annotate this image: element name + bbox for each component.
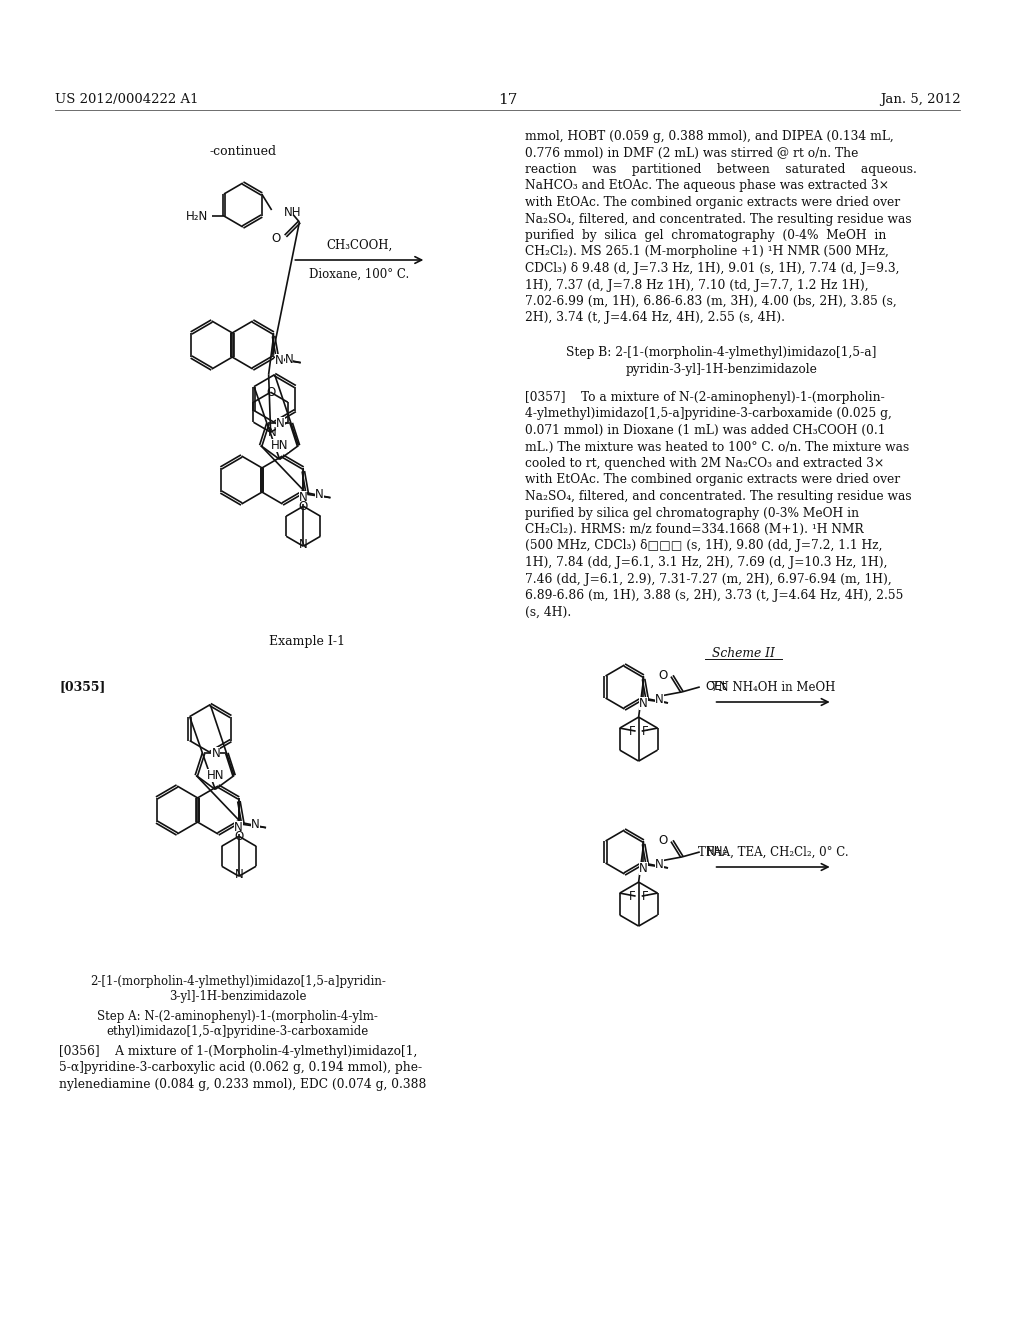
Text: 5-α]pyridine-3-carboxylic acid (0.062 g, 0.194 mmol), phe-: 5-α]pyridine-3-carboxylic acid (0.062 g,… — [59, 1061, 423, 1074]
Text: 0.776 mmol) in DMF (2 mL) was stirred @ rt o/n. The: 0.776 mmol) in DMF (2 mL) was stirred @ … — [525, 147, 859, 160]
Text: N: N — [268, 426, 276, 438]
Text: O: O — [658, 834, 668, 847]
Text: N: N — [212, 747, 220, 760]
Text: F: F — [642, 890, 648, 903]
Text: 0.071 mmol) in Dioxane (1 mL) was added CH₃COOH (0.1: 0.071 mmol) in Dioxane (1 mL) was added … — [525, 424, 886, 437]
Text: [0356]    A mixture of 1-(Morpholin-4-ylmethyl)imidazo[1,: [0356] A mixture of 1-(Morpholin-4-ylmet… — [59, 1045, 418, 1059]
Text: Scheme II: Scheme II — [712, 647, 775, 660]
Text: CH₃COOH,: CH₃COOH, — [327, 239, 392, 252]
Text: 7.46 (dd, J=6.1, 2.9), 7.31-7.27 (m, 2H), 6.97-6.94 (m, 1H),: 7.46 (dd, J=6.1, 2.9), 7.31-7.27 (m, 2H)… — [525, 573, 892, 586]
Text: purified by silica gel chromatography (0-3% MeOH in: purified by silica gel chromatography (0… — [525, 507, 859, 520]
Text: 17: 17 — [498, 92, 517, 107]
Text: CH₂Cl₂). MS 265.1 (M-morpholine +1) ¹H NMR (500 MHz,: CH₂Cl₂). MS 265.1 (M-morpholine +1) ¹H N… — [525, 246, 889, 259]
Text: N: N — [655, 693, 664, 706]
Text: N: N — [234, 867, 244, 880]
Text: NH₂: NH₂ — [706, 845, 728, 858]
Text: N: N — [639, 697, 648, 710]
Text: purified  by  silica  gel  chromatography  (0-4%  MeOH  in: purified by silica gel chromatography (0… — [525, 228, 887, 242]
Text: -continued: -continued — [209, 145, 276, 158]
Text: HN: HN — [271, 440, 289, 451]
Text: F: F — [642, 725, 648, 738]
Text: cooled to rt, quenched with 2M Na₂CO₃ and extracted 3×: cooled to rt, quenched with 2M Na₂CO₃ an… — [525, 457, 885, 470]
Text: 7.02-6.99 (m, 1H), 6.86-6.83 (m, 3H), 4.00 (bs, 2H), 3.85 (s,: 7.02-6.99 (m, 1H), 6.86-6.83 (m, 3H), 4.… — [525, 294, 897, 308]
Text: with EtOAc. The combined organic extracts were dried over: with EtOAc. The combined organic extract… — [525, 474, 900, 487]
Text: 3-yl]-1H-benzimidazole: 3-yl]-1H-benzimidazole — [169, 990, 306, 1003]
Text: 2H), 3.74 (t, J=4.64 Hz, 4H), 2.55 (s, 4H).: 2H), 3.74 (t, J=4.64 Hz, 4H), 2.55 (s, 4… — [525, 312, 785, 325]
Text: Na₂SO₄, filtered, and concentrated. The resulting residue was: Na₂SO₄, filtered, and concentrated. The … — [525, 490, 912, 503]
Text: reaction    was    partitioned    between    saturated    aqueous.: reaction was partitioned between saturat… — [525, 162, 918, 176]
Text: N: N — [251, 818, 260, 830]
Text: nylenediamine (0.084 g, 0.233 mmol), EDC (0.074 g, 0.388: nylenediamine (0.084 g, 0.233 mmol), EDC… — [59, 1078, 427, 1092]
Text: O: O — [266, 385, 275, 399]
Text: H₂N: H₂N — [185, 210, 208, 223]
Text: Step B: 2-[1-(morpholin-4-ylmethyl)imidazo[1,5-a]: Step B: 2-[1-(morpholin-4-ylmethyl)imida… — [566, 346, 877, 359]
Text: Example I-1: Example I-1 — [269, 635, 345, 648]
Text: N: N — [275, 417, 285, 430]
Text: (s, 4H).: (s, 4H). — [525, 606, 571, 619]
Text: Na₂SO₄, filtered, and concentrated. The resulting residue was: Na₂SO₄, filtered, and concentrated. The … — [525, 213, 912, 226]
Text: N: N — [299, 537, 307, 550]
Text: N: N — [639, 862, 648, 875]
Text: 1H), 7.37 (d, J=7.8 Hz 1H), 7.10 (td, J=7.7, 1.2 Hz 1H),: 1H), 7.37 (d, J=7.8 Hz 1H), 7.10 (td, J=… — [525, 279, 869, 292]
Text: N: N — [285, 352, 293, 366]
Text: US 2012/0004222 A1: US 2012/0004222 A1 — [54, 92, 198, 106]
Text: O: O — [234, 830, 244, 842]
Text: N: N — [655, 858, 664, 871]
Text: HN: HN — [207, 770, 224, 781]
Text: mmol, HOBT (0.059 g, 0.388 mmol), and DIPEA (0.134 mL,: mmol, HOBT (0.059 g, 0.388 mmol), and DI… — [525, 129, 894, 143]
Text: 7N NH₄OH in MeOH: 7N NH₄OH in MeOH — [711, 681, 836, 694]
Text: O: O — [299, 500, 308, 512]
Text: pyridin-3-yl]-1H-benzimidazole: pyridin-3-yl]-1H-benzimidazole — [626, 363, 817, 375]
Text: O: O — [658, 669, 668, 682]
Text: OEt: OEt — [706, 680, 727, 693]
Text: 2-[1-(morpholin-4-ylmethyl)imidazo[1,5-a]pyridin-: 2-[1-(morpholin-4-ylmethyl)imidazo[1,5-a… — [90, 975, 386, 987]
Text: Jan. 5, 2012: Jan. 5, 2012 — [880, 92, 961, 106]
Text: CH₂Cl₂). HRMS: m/z found=334.1668 (M+1). ¹H NMR: CH₂Cl₂). HRMS: m/z found=334.1668 (M+1).… — [525, 523, 864, 536]
Text: Step A: N-(2-aminophenyl)-1-(morpholin-4-ylm-: Step A: N-(2-aminophenyl)-1-(morpholin-4… — [97, 1010, 378, 1023]
Text: N: N — [234, 821, 243, 834]
Text: N: N — [299, 491, 307, 504]
Text: F: F — [629, 725, 636, 738]
Text: mL.) The mixture was heated to 100° C. o/n. The mixture was: mL.) The mixture was heated to 100° C. o… — [525, 441, 909, 454]
Text: NH: NH — [284, 206, 301, 219]
Text: ethyl)imidazo[1,5-α]pyridine-3-carboxamide: ethyl)imidazo[1,5-α]pyridine-3-carboxami… — [106, 1026, 369, 1038]
Text: [0355]: [0355] — [59, 680, 105, 693]
Text: with EtOAc. The combined organic extracts were dried over: with EtOAc. The combined organic extract… — [525, 195, 900, 209]
Text: NaHCO₃ and EtOAc. The aqueous phase was extracted 3×: NaHCO₃ and EtOAc. The aqueous phase was … — [525, 180, 889, 193]
Text: [0357]    To a mixture of N-(2-aminophenyl)-1-(morpholin-: [0357] To a mixture of N-(2-aminophenyl)… — [525, 391, 885, 404]
Text: Dioxane, 100° C.: Dioxane, 100° C. — [309, 268, 410, 281]
Text: (500 MHz, CDCl₃) δ□□□ (s, 1H), 9.80 (dd, J=7.2, 1.1 Hz,: (500 MHz, CDCl₃) δ□□□ (s, 1H), 9.80 (dd,… — [525, 540, 883, 553]
Text: 1H), 7.84 (dd, J=6.1, 3.1 Hz, 2H), 7.69 (d, J=10.3 Hz, 1H),: 1H), 7.84 (dd, J=6.1, 3.1 Hz, 2H), 7.69 … — [525, 556, 888, 569]
Text: TFAA, TEA, CH₂Cl₂, 0° C.: TFAA, TEA, CH₂Cl₂, 0° C. — [697, 846, 849, 859]
Text: CDCl₃) δ 9.48 (d, J=7.3 Hz, 1H), 9.01 (s, 1H), 7.74 (d, J=9.3,: CDCl₃) δ 9.48 (d, J=7.3 Hz, 1H), 9.01 (s… — [525, 261, 900, 275]
Text: O: O — [271, 231, 281, 244]
Text: N: N — [315, 488, 324, 500]
Text: 4-ylmethyl)imidazo[1,5-a]pyridine-3-carboxamide (0.025 g,: 4-ylmethyl)imidazo[1,5-a]pyridine-3-carb… — [525, 408, 892, 421]
Text: N: N — [275, 354, 284, 367]
Text: F: F — [629, 890, 636, 903]
Text: 6.89-6.86 (m, 1H), 3.88 (s, 2H), 3.73 (t, J=4.64 Hz, 4H), 2.55: 6.89-6.86 (m, 1H), 3.88 (s, 2H), 3.73 (t… — [525, 589, 904, 602]
